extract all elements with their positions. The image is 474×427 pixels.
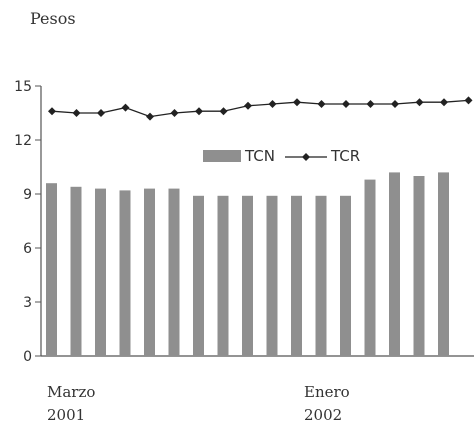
tcr-point xyxy=(97,109,105,117)
tcr-point xyxy=(415,98,424,107)
tcn-bar xyxy=(119,190,131,356)
tcr-point xyxy=(146,112,154,121)
y-tick-label: 3 xyxy=(23,295,32,311)
tcr-point xyxy=(440,98,448,107)
tcr-point xyxy=(391,100,399,108)
tcr-point xyxy=(72,109,81,117)
tcn-bar xyxy=(70,186,82,356)
tcr-point xyxy=(121,103,130,112)
y-tick-label: 12 xyxy=(14,133,32,149)
tcn-bar xyxy=(193,195,204,356)
tcr-point xyxy=(317,100,326,108)
tcr-series xyxy=(48,96,473,121)
tcr-point xyxy=(244,101,252,110)
legend-tcr-label: TCR xyxy=(330,147,360,165)
tcn-bar xyxy=(364,179,376,356)
tcn-bar xyxy=(266,195,278,356)
legend-tcn-label: TCN xyxy=(244,147,275,165)
tcn-bar xyxy=(144,188,155,356)
tcr-point xyxy=(293,98,301,107)
x-label-marzo: Marzo xyxy=(47,383,95,401)
tcn-bar xyxy=(340,195,351,356)
y-tick-label: 0 xyxy=(23,349,32,365)
tcr-line xyxy=(51,99,469,118)
tcn-bar xyxy=(413,176,425,356)
tcr-point xyxy=(170,109,179,117)
tcn-bar xyxy=(315,195,327,356)
tcr-point xyxy=(195,107,203,116)
legend: TCN TCR xyxy=(203,147,360,165)
tcn-bar xyxy=(291,195,302,356)
y-tick-label: 6 xyxy=(23,241,32,257)
tcn-bar xyxy=(46,183,57,356)
tcr-point xyxy=(342,100,350,108)
tcn-bar xyxy=(217,195,229,356)
y-ticks: 0 3 6 9 12 15 xyxy=(14,79,41,365)
tcn-bar xyxy=(95,188,106,356)
y-tick-label: 9 xyxy=(23,187,32,203)
tcr-point xyxy=(219,107,228,116)
tcn-bar xyxy=(242,195,253,356)
legend-tcr-marker xyxy=(302,153,310,161)
tcr-point xyxy=(268,100,277,108)
tcn-bar xyxy=(168,188,180,356)
x-label-2002: 2002 xyxy=(304,406,342,424)
y-tick-label: 15 xyxy=(14,79,32,95)
y-axis-title: Pesos xyxy=(30,9,76,28)
legend-tcn-swatch xyxy=(203,150,241,162)
tcn-bar xyxy=(389,172,400,356)
tcr-point xyxy=(366,100,375,108)
tcr-point xyxy=(48,107,56,116)
tcn-bar xyxy=(438,172,449,356)
x-label-2001: 2001 xyxy=(47,406,85,424)
tcn-bars xyxy=(46,172,449,356)
x-label-enero: Enero xyxy=(304,383,350,401)
tcr-point xyxy=(464,96,473,105)
